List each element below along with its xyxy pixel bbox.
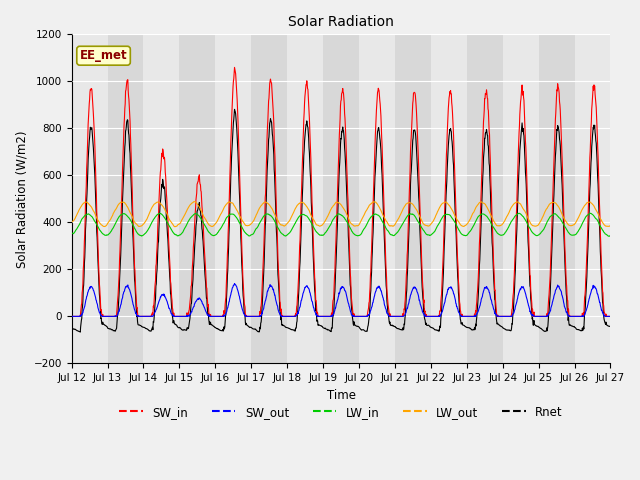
X-axis label: Time: Time — [326, 389, 356, 402]
Bar — [539, 35, 575, 363]
Bar — [215, 35, 252, 363]
Text: EE_met: EE_met — [80, 49, 127, 62]
Bar — [575, 35, 611, 363]
Bar — [143, 35, 179, 363]
Bar — [72, 35, 108, 363]
Bar — [179, 35, 215, 363]
Bar — [287, 35, 323, 363]
Bar — [323, 35, 359, 363]
Bar — [252, 35, 287, 363]
Bar — [502, 35, 539, 363]
Bar — [108, 35, 143, 363]
Legend: SW_in, SW_out, LW_in, LW_out, Rnet: SW_in, SW_out, LW_in, LW_out, Rnet — [115, 401, 568, 423]
Y-axis label: Solar Radiation (W/m2): Solar Radiation (W/m2) — [15, 130, 28, 268]
Bar — [467, 35, 502, 363]
Title: Solar Radiation: Solar Radiation — [288, 15, 394, 29]
Bar — [431, 35, 467, 363]
Bar — [395, 35, 431, 363]
Bar — [359, 35, 395, 363]
